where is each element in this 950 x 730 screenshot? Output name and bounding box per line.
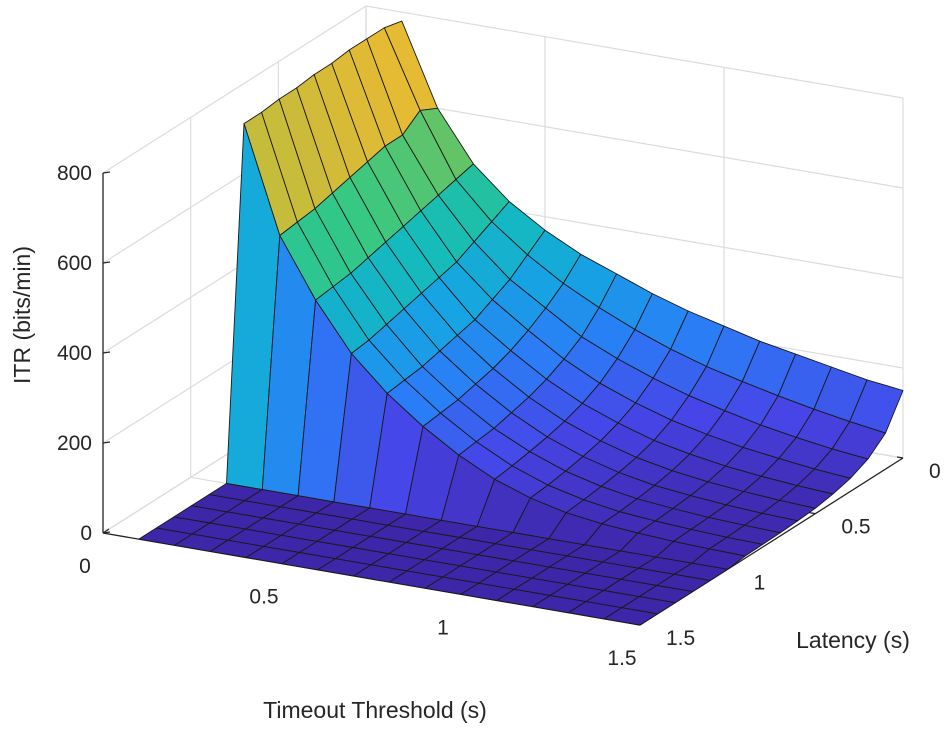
surface-patch (603, 607, 658, 626)
z-tick-mark (102, 351, 111, 354)
y-tick-mark (809, 512, 816, 515)
z-tick-label: 400 (57, 342, 92, 365)
z-tick-label: 0 (80, 522, 92, 545)
y-tick-label: 0.5 (841, 516, 870, 539)
x-axis-label: Timeout Threshold (s) (263, 697, 487, 723)
x-tick-label: 0.5 (249, 586, 278, 609)
x-tick-label: 0 (79, 555, 91, 578)
z-tick-mark (102, 171, 111, 174)
z-tick-label: 800 (57, 162, 92, 185)
z-tick-label: 600 (57, 252, 92, 275)
z-tick-mark (102, 441, 111, 444)
z-axis-label: ITR (bits/min) (9, 246, 35, 384)
x-tick-label: 1.5 (607, 647, 636, 670)
y-tick-label: 1 (754, 571, 766, 594)
tick-labels: 0 200 400 600 800 0 0.5 1 1.5 0 0.5 1 1.5 (57, 162, 941, 670)
y-axis-label: Latency (s) (796, 627, 910, 653)
surface-mesh (138, 20, 904, 626)
z-tick-label: 200 (57, 432, 92, 455)
y-tick-label: 0 (929, 460, 941, 483)
x-tick-label: 1 (437, 616, 449, 639)
y-tick-label: 1.5 (666, 627, 695, 650)
x-tick-mark (102, 528, 110, 534)
y-tick-mark (896, 456, 904, 459)
z-tick-mark (102, 261, 111, 264)
